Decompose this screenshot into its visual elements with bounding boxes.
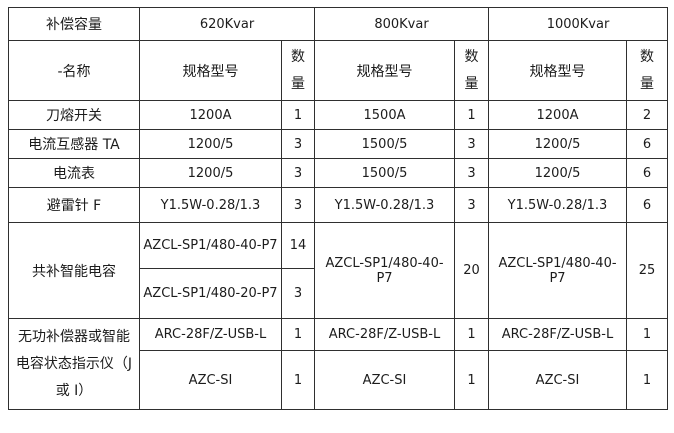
spec-800-cell: AZCL-SP1/480-40-P7 [314,222,455,319]
spec-800-cell: AZC-SI [314,350,455,410]
qty-1000-cell: 2 [626,100,668,130]
table-row-knife-fuse-switch: 刀熔开关 1200A 1 1500A 1 1200A 2 [8,100,668,130]
qty-620-cell: 14 [281,222,315,269]
qty-1000-cell: 6 [626,187,668,223]
name-header-cell: -名称 [8,40,140,101]
table-row-indicator-2: AZC-SI 1 AZC-SI 1 AZC-SI 1 [9,350,668,410]
spec-620-cell: AZC-SI [139,350,282,410]
qty-620-cell: 3 [281,187,315,223]
qty-620-cell: 3 [281,158,315,188]
item-name-cell: 共补智能电容 [8,222,140,319]
qty-header-620-label: 数量 [291,48,305,92]
table-row-current-transformer: 电流互感器 TA 1200/5 3 1500/5 3 1200/5 6 [8,129,668,159]
table-row-indicator-1: 无功补偿器或智能 电容状态指示仪（J 或 I） ARC-28F/Z-USB-L … [8,318,668,410]
table-row-lightning-arrester: 避雷针 F Y1.5W-0.28/1.3 3 Y1.5W-0.28/1.3 3 … [8,187,668,223]
spec-header-620-cell: 规格型号 [139,40,282,101]
qty-620-cell: 1 [281,318,315,351]
item-name-cell: 无功补偿器或智能 电容状态指示仪（J 或 I） [8,318,140,410]
spec-620-cell: AZCL-SP1/480-20-P7 [139,268,282,319]
capacity-800-cell: 800Kvar [314,7,489,41]
spec-800-cell: ARC-28F/Z-USB-L [314,318,455,351]
qty-800-cell: 1 [454,100,489,130]
column-header-row: -名称 规格型号 数量 规格型号 数量 规格型号 数量 [8,40,668,101]
qty-800-cell: 3 [454,129,489,159]
qty-1000-cell: 6 [626,158,668,188]
qty-620-cell: 1 [281,350,315,410]
table-row-smart-capacitor-1: 共补智能电容 AZCL-SP1/480-40-P7 14 AZCL-SP1/48… [8,222,668,319]
spec-800-cell: Y1.5W-0.28/1.3 [314,187,455,223]
spec-1000-cell: 1200/5 [488,129,627,159]
spec-1000-cell: Y1.5W-0.28/1.3 [488,187,627,223]
qty-1000-cell: 25 [626,222,668,319]
spec-800-cell: 1500A [314,100,455,130]
spec-comparison-table: 补偿容量 620Kvar 800Kvar 1000Kvar -名称 规格型号 数… [8,7,668,410]
item-name-cell: 避雷针 F [8,187,140,223]
qty-800-cell: 3 [454,187,489,223]
qty-800-cell: 1 [454,318,489,351]
qty-800-cell: 1 [454,350,489,410]
qty-header-1000-cell: 数量 [626,40,668,101]
qty-1000-cell: 1 [626,350,668,410]
table-row-smart-capacitor-2: AZCL-SP1/480-20-P7 3 [9,268,668,319]
table-row-ammeter: 电流表 1200/5 3 1500/5 3 1200/5 6 [8,158,668,188]
qty-620-cell: 3 [281,268,315,319]
spec-1000-cell: ARC-28F/Z-USB-L [488,318,627,351]
spec-800-cell: 1500/5 [314,158,455,188]
spec-620-cell: AZCL-SP1/480-40-P7 [139,222,282,269]
item-name-cell: 电流互感器 TA [8,129,140,159]
capacity-header-label-cell: 补偿容量 [8,7,140,41]
item-name-cell: 电流表 [8,158,140,188]
qty-header-1000-label: 数量 [640,48,654,92]
spec-620-cell: 1200A [139,100,282,130]
capacity-1000-cell: 1000Kvar [488,7,668,41]
qty-header-800-cell: 数量 [454,40,489,101]
spec-1000-cell: 1200/5 [488,158,627,188]
spec-header-800-cell: 规格型号 [314,40,455,101]
capacity-620-cell: 620Kvar [139,7,315,41]
qty-620-cell: 1 [281,100,315,130]
qty-800-cell: 3 [454,158,489,188]
spec-620-cell: Y1.5W-0.28/1.3 [139,187,282,223]
spec-header-1000-cell: 规格型号 [488,40,627,101]
qty-800-cell: 20 [454,222,489,319]
spec-800-cell: 1500/5 [314,129,455,159]
spec-1000-cell: AZC-SI [488,350,627,410]
qty-1000-cell: 6 [626,129,668,159]
spec-1000-cell: AZCL-SP1/480-40-P7 [488,222,627,319]
item-name-cell: 刀熔开关 [8,100,140,130]
spec-1000-cell: 1200A [488,100,627,130]
spec-620-cell: 1200/5 [139,158,282,188]
qty-header-620-cell: 数量 [281,40,315,101]
qty-1000-cell: 1 [626,318,668,351]
capacity-header-row: 补偿容量 620Kvar 800Kvar 1000Kvar [8,7,668,41]
qty-620-cell: 3 [281,129,315,159]
spec-620-cell: ARC-28F/Z-USB-L [139,318,282,351]
qty-header-800-label: 数量 [464,48,479,92]
spec-620-cell: 1200/5 [139,129,282,159]
